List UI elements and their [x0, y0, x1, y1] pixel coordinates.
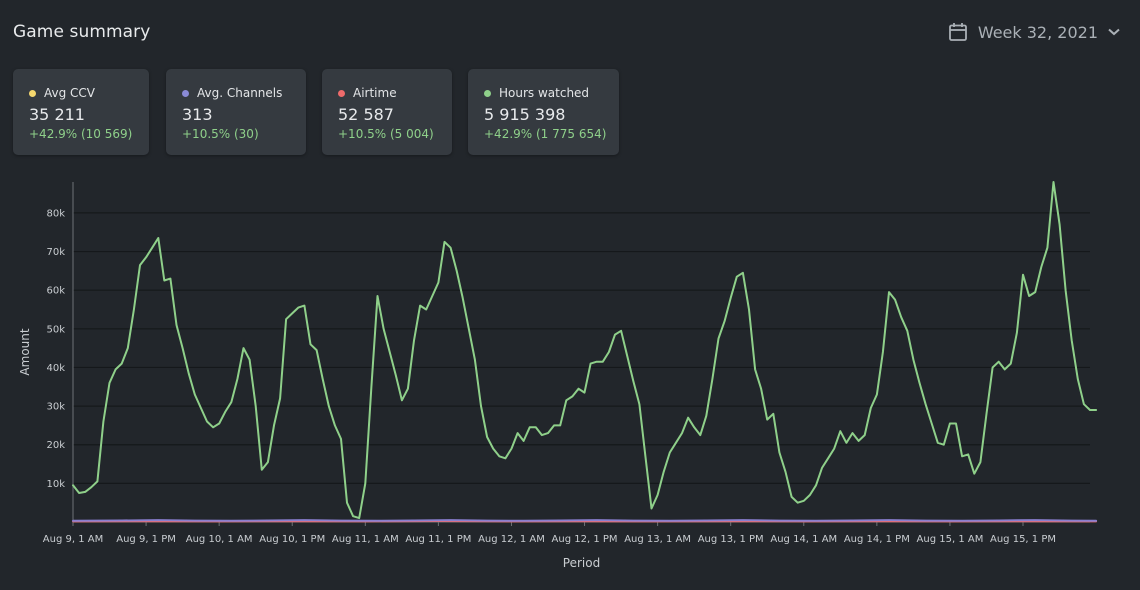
legend-dot-icon	[182, 89, 189, 97]
metric-change: +42.9% (10 569)	[29, 127, 133, 141]
week-label: Week 32, 2021	[977, 22, 1098, 42]
metric-value: 52 587	[338, 105, 394, 124]
legend-dot-icon	[484, 89, 491, 97]
x-tick-label: Aug 13, 1 PM	[698, 534, 764, 545]
metric-change: +10.5% (5 004)	[338, 127, 434, 141]
series-line-1	[72, 519, 1098, 522]
page-title: Game summary	[13, 22, 151, 42]
y-tick-label: 10k	[46, 479, 65, 490]
metric-label: Airtime	[353, 86, 397, 100]
x-tick-label: Aug 9, 1 AM	[43, 534, 103, 545]
metric-label: Avg CCV	[44, 86, 96, 100]
chevron-down-icon	[1108, 28, 1120, 36]
x-tick-label: Aug 10, 1 PM	[259, 534, 325, 545]
metric-card-hours-watched[interactable]: Hours watched 5 915 398 +42.9% (1 775 65…	[468, 69, 619, 155]
x-tick-label: Aug 12, 1 PM	[552, 534, 618, 545]
metric-change: +10.5% (30)	[182, 127, 259, 141]
y-axis-label: Amount	[18, 328, 32, 375]
x-tick-label: Aug 11, 1 AM	[332, 534, 399, 545]
y-tick-label: 40k	[46, 363, 65, 374]
x-tick-label: Aug 15, 1 PM	[990, 534, 1056, 545]
legend-dot-icon	[29, 89, 36, 97]
x-tick-label: Aug 13, 1 AM	[624, 534, 691, 545]
y-tick-label: 80k	[46, 208, 65, 219]
y-tick-label: 50k	[46, 324, 65, 335]
calendar-icon	[948, 22, 968, 42]
x-tick-label: Aug 14, 1 PM	[844, 534, 910, 545]
week-selector[interactable]: Week 32, 2021	[948, 22, 1120, 42]
y-tick-label: 70k	[46, 247, 65, 258]
metric-value: 313	[182, 105, 213, 124]
metric-label: Avg. Channels	[197, 86, 283, 100]
x-tick-label: Aug 15, 1 AM	[917, 534, 984, 545]
x-tick-label: Aug 11, 1 PM	[405, 534, 471, 545]
x-tick-label: Aug 9, 1 PM	[116, 534, 176, 545]
metric-label: Hours watched	[499, 86, 590, 100]
metric-change: +42.9% (1 775 654)	[484, 127, 607, 141]
metric-value: 35 211	[29, 105, 85, 124]
y-tick-label: 20k	[46, 440, 65, 451]
x-axis-label: Period	[563, 556, 600, 570]
x-tick-label: Aug 10, 1 AM	[186, 534, 253, 545]
metric-card-airtime[interactable]: Airtime 52 587 +10.5% (5 004)	[322, 69, 452, 155]
metric-value: 5 915 398	[484, 105, 566, 124]
y-tick-label: 60k	[46, 286, 65, 297]
y-tick-label: 30k	[46, 402, 65, 413]
x-tick-label: Aug 12, 1 AM	[478, 534, 545, 545]
metric-card-avg-ccv[interactable]: Avg CCV 35 211 +42.9% (10 569)	[13, 69, 149, 155]
series-line-0	[72, 181, 1098, 520]
x-tick-label: Aug 14, 1 AM	[770, 534, 837, 545]
metric-card-avg-channels[interactable]: Avg. Channels 313 +10.5% (30)	[166, 69, 306, 155]
legend-dot-icon	[338, 89, 345, 97]
